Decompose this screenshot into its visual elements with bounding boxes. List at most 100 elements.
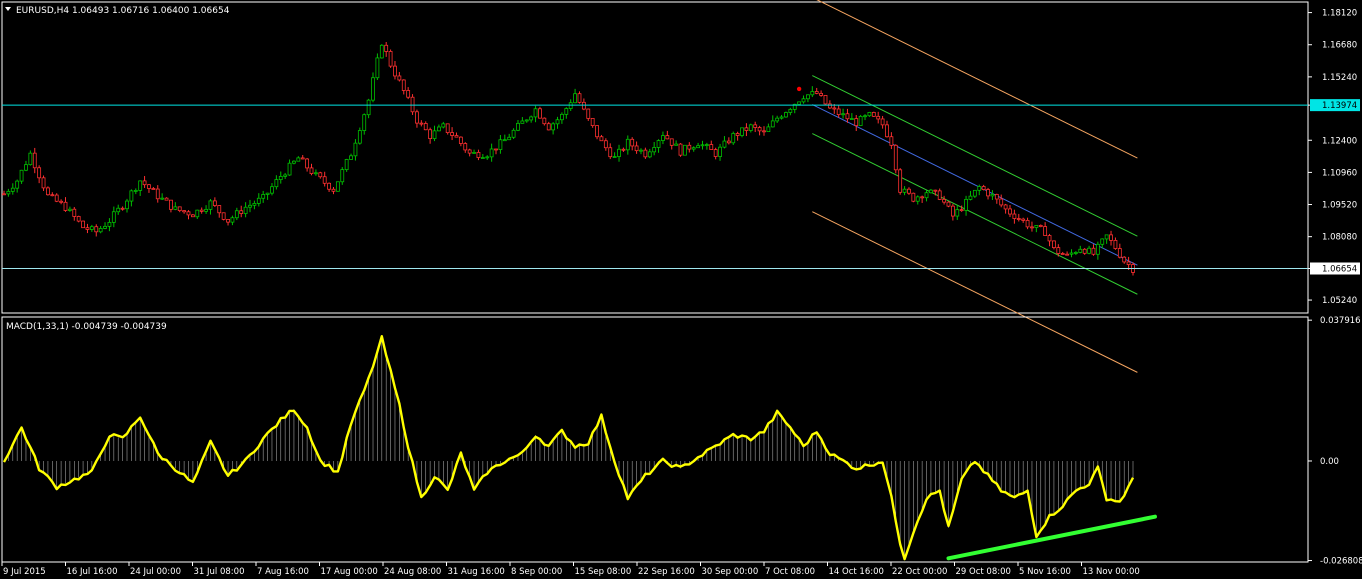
candle-body: [753, 124, 758, 128]
candle-body: [327, 182, 331, 190]
candle-body: [125, 200, 129, 210]
candle-body: [401, 79, 406, 91]
candle-body: [827, 103, 832, 109]
time-tick-label: 9 Jul 2015: [3, 567, 46, 577]
candle-body: [331, 188, 336, 192]
candle-body: [314, 172, 318, 175]
channel-outer-upper[interactable]: [812, 0, 1138, 159]
macd-line: [2, 335, 1135, 561]
divergence-line[interactable]: [946, 514, 1157, 561]
candle-body: [691, 147, 696, 150]
time-tick-label: 31 Aug 16:00: [448, 567, 505, 577]
candle-body: [111, 211, 116, 223]
candle-body: [726, 140, 731, 144]
candle-body: [757, 127, 762, 132]
candle-body: [551, 123, 556, 131]
candle-body: [1113, 240, 1118, 249]
candle-body: [252, 203, 257, 206]
time-tick-label: 7 Aug 16:00: [257, 567, 309, 577]
candle-body: [915, 196, 920, 202]
candle-body: [344, 159, 349, 171]
price-tick-label: 1.05240: [1322, 296, 1357, 306]
chart-menu-triangle-icon[interactable]: [5, 7, 11, 11]
candles[interactable]: [2, 42, 1135, 276]
candle-body: [770, 120, 775, 128]
candle-body: [485, 156, 490, 159]
candle-body: [1100, 238, 1105, 245]
channel-outer-lower[interactable]: [812, 211, 1138, 373]
candle-body: [410, 96, 415, 113]
channel-mid-line[interactable]: [812, 104, 1138, 266]
signal-marker: [796, 86, 802, 92]
price-title: EURUSD,H4 1.06493 1.06716 1.06400 1.0665…: [5, 6, 230, 16]
candle-body: [709, 144, 714, 150]
candle-body: [164, 197, 169, 201]
candle-body: [784, 112, 788, 118]
candle-body: [652, 147, 657, 153]
channel-inner-lower[interactable]: [812, 133, 1138, 295]
candle-body: [489, 148, 494, 158]
macd-title: MACD(1,33,1) -0.004739 -0.004739: [6, 322, 167, 332]
candle-body: [819, 92, 823, 96]
candle-body: [564, 108, 569, 115]
time-tick-label: 14 Oct 16:00: [829, 567, 884, 577]
candle-body: [292, 160, 296, 164]
candle-body: [1104, 234, 1109, 240]
candle-body: [529, 116, 534, 121]
candle-body: [533, 108, 538, 118]
candle-body: [116, 207, 121, 213]
time-tick-label: 7 Oct 08:00: [765, 567, 815, 577]
candle-body: [384, 44, 389, 52]
candle-body: [265, 192, 270, 195]
candle-body: [625, 138, 630, 151]
candle-body: [19, 169, 24, 182]
candle-body: [32, 152, 37, 169]
candle-body: [397, 75, 402, 81]
candle-body: [1060, 253, 1065, 255]
price-chart-title: EURUSD,H4 1.06493 1.06716 1.06400 1.0665…: [16, 6, 230, 16]
candle-body: [621, 148, 626, 151]
candle-body: [568, 102, 573, 109]
candle-body: [696, 145, 700, 149]
candle-body: [977, 186, 982, 191]
candle-body: [204, 208, 208, 212]
time-tick-label: 17 Aug 00:00: [321, 567, 378, 577]
candle-body: [287, 162, 292, 176]
candle-body: [643, 149, 648, 158]
price-y-axis: 1.18120 1.16680 1.15240 1.13974 1.12400 1.109…: [1308, 9, 1360, 306]
candle-body: [379, 44, 384, 59]
candle-body: [1117, 248, 1122, 258]
divergence-trend-line[interactable]: [946, 514, 1157, 561]
candle-body: [24, 164, 28, 171]
candle-body: [1087, 247, 1091, 254]
channel-inner-upper[interactable]: [812, 75, 1138, 237]
candle-body: [476, 151, 481, 158]
candle-body: [463, 143, 468, 151]
candle-body: [472, 151, 476, 154]
candle-body: [212, 200, 217, 206]
candle-body: [577, 93, 582, 103]
candle-body: [788, 108, 793, 113]
candle-body: [748, 124, 753, 131]
candle-body: [885, 124, 889, 138]
candle-body: [590, 117, 595, 127]
candle-body: [854, 118, 859, 126]
candle-body: [863, 115, 867, 118]
candle-body: [687, 144, 692, 150]
candle-body: [300, 157, 305, 160]
candle-body: [806, 94, 810, 100]
candle-body: [151, 188, 156, 190]
time-tick-label: 8 Sep 00:00: [511, 567, 562, 577]
macd-signal-line: [2, 335, 1135, 561]
candle-body: [779, 116, 784, 119]
candle-body: [661, 135, 665, 141]
price-label-box: [1310, 262, 1360, 275]
candle-body: [10, 187, 15, 192]
candle-body: [415, 111, 419, 124]
candle-body: [371, 77, 375, 101]
candle-body: [353, 142, 358, 157]
time-tick-label: 24 Jul 00:00: [130, 567, 181, 577]
price-level-lines[interactable]: [2, 104, 1308, 269]
candle-body: [937, 190, 942, 200]
candle-body: [467, 149, 472, 154]
